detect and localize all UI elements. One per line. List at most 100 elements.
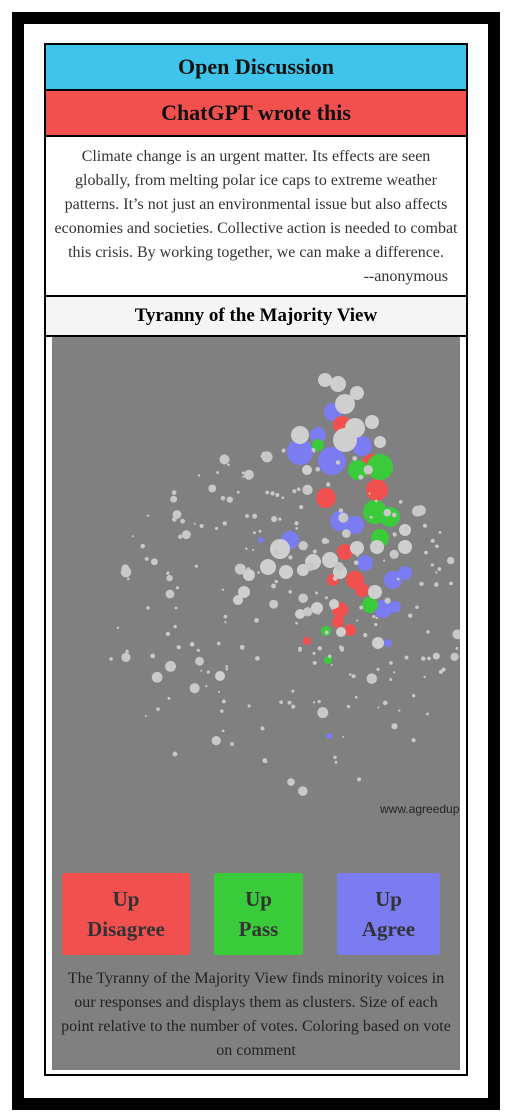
cluster-dot (245, 514, 250, 519)
button-line: Up (375, 887, 402, 911)
cluster-dot (291, 689, 295, 693)
cluster-dot (398, 709, 401, 712)
cluster-dot (279, 565, 293, 579)
cluster-dot (415, 605, 419, 610)
cluster-dot (330, 376, 346, 392)
cluster-dot (449, 581, 453, 586)
cluster-dot (333, 428, 357, 452)
cluster-dot (260, 559, 276, 575)
cluster-dot (342, 735, 345, 739)
cluster-dot (324, 596, 328, 600)
cluster-dot (150, 653, 156, 659)
cluster-dot (200, 669, 203, 672)
cluster-dot (411, 694, 416, 698)
cluster-dot (438, 530, 442, 534)
cluster-dot (303, 607, 313, 617)
disagree-button[interactable]: Up Disagree (62, 873, 190, 955)
cluster-dot (220, 709, 224, 713)
cluster-dot (281, 496, 285, 500)
cluster-plot: www.agreedupon.so (109, 373, 460, 816)
cluster-dot (312, 439, 324, 451)
cluster-dot (348, 460, 368, 480)
cluster-dot (380, 507, 400, 527)
button-line: Agree (361, 917, 416, 941)
cluster-dot (234, 563, 246, 575)
cluster-dot (166, 574, 173, 582)
cluster-dot (374, 499, 378, 503)
cluster-dot (131, 535, 134, 538)
cluster-dot (225, 667, 229, 671)
cluster-dot (368, 492, 371, 495)
cluster-dot (294, 521, 299, 526)
cluster-dot (170, 495, 178, 503)
cluster-dot (389, 678, 393, 681)
post: Climate change is an urgent matter. Its … (46, 137, 466, 297)
cluster-dot (217, 641, 221, 646)
cluster-dot (165, 631, 171, 636)
cluster-dot (336, 627, 346, 637)
cluster-dot (196, 648, 200, 652)
cluster-dot (355, 553, 360, 557)
cluster-dot (220, 495, 226, 501)
cluster-dot (336, 605, 339, 608)
cluster-dot (247, 704, 251, 708)
cluster-dot (222, 521, 227, 526)
cluster-dot (175, 586, 180, 590)
cluster-dot (455, 647, 459, 650)
cluster-dot (208, 484, 217, 493)
watermark: www.agreedupon.so (379, 802, 460, 816)
cluster-dot (167, 696, 171, 700)
cluster-dot (389, 661, 393, 665)
cluster-dot (427, 656, 431, 661)
cluster-dot (258, 537, 264, 543)
cluster-dot (199, 523, 204, 529)
cluster-dot (171, 490, 177, 495)
cluster-dot (241, 471, 245, 475)
cluster-dot (260, 726, 265, 731)
cluster-dot (223, 614, 228, 619)
cluster-dot (269, 599, 279, 609)
cluster-dot (221, 729, 225, 733)
cluster-dot (206, 670, 210, 674)
cluster-dot (176, 645, 181, 650)
cluster-dot (252, 531, 256, 535)
cluster-dot (273, 550, 279, 555)
cluster-dot (193, 686, 197, 690)
cluster-dot (292, 489, 297, 494)
cluster-dot (424, 550, 428, 555)
cluster-dot (374, 641, 377, 644)
cluster-dot (312, 450, 316, 453)
cluster-dot (324, 539, 330, 544)
cluster-dot (252, 513, 258, 519)
cluster-dot (295, 609, 305, 619)
cluster-dot (350, 386, 364, 400)
post-author: --anonymous (363, 268, 448, 285)
cluster-dot (332, 616, 344, 628)
cluster-dot (359, 605, 364, 610)
cluster-dot (441, 667, 446, 672)
cluster-dot (279, 700, 283, 705)
cluster-dot (382, 700, 388, 706)
cluster-dot (317, 646, 323, 651)
cluster-dot (389, 601, 401, 613)
cluster-dot (295, 621, 298, 625)
cluster-dot (334, 760, 338, 764)
cluster-dot (357, 555, 373, 571)
view-title: Tyranny of the Majority View (46, 297, 466, 337)
cluster-dot (421, 656, 426, 661)
agree-button[interactable]: Up Agree (337, 873, 440, 955)
header: Open Discussion (46, 45, 466, 91)
cluster-dot (172, 751, 178, 757)
cluster-dot (375, 616, 378, 620)
cluster-dot (242, 475, 245, 478)
cluster-dot (194, 564, 198, 568)
cluster-dot (356, 777, 362, 782)
cluster-dot (287, 439, 313, 465)
pass-button[interactable]: Up Pass (214, 873, 303, 955)
cluster-dot (334, 562, 344, 572)
cluster-dot (312, 701, 316, 704)
cluster-dot (363, 632, 368, 638)
cluster-dot (330, 606, 334, 610)
cluster-dot (195, 656, 204, 666)
cluster-dot (398, 540, 412, 554)
